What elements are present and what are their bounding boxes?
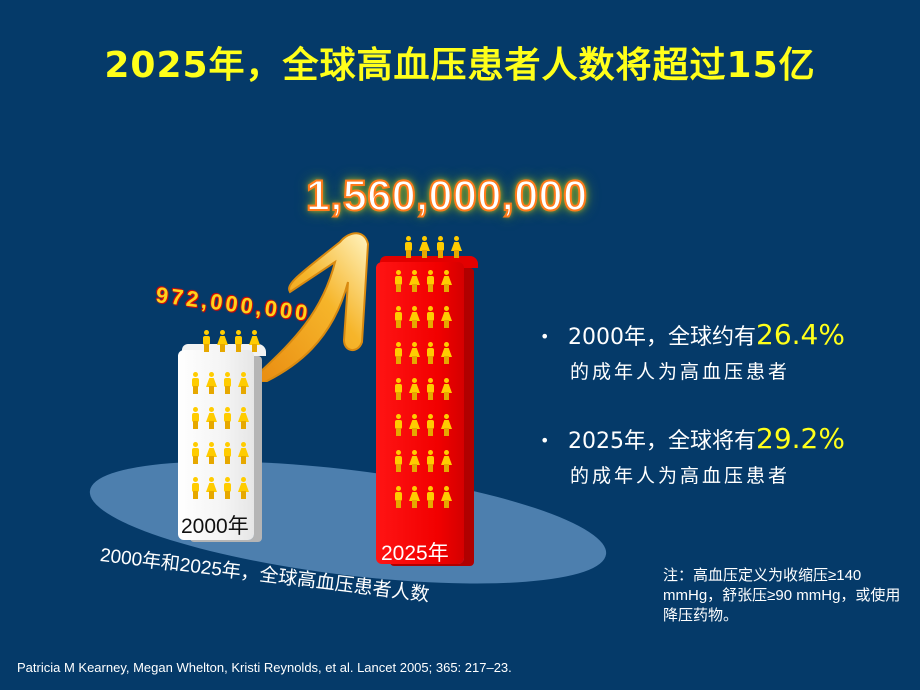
bullet-list: • 2000年，全球约有26.4% 的成年人为高血压患者 • 2025年，全球将… [540, 318, 845, 526]
person-icon [205, 372, 217, 394]
person-icon [440, 306, 452, 328]
person-icon [392, 270, 404, 292]
person-icon [408, 486, 420, 508]
person-icon [440, 270, 452, 292]
person-icon [424, 486, 436, 508]
person-icon [221, 372, 233, 394]
person-icon [392, 450, 404, 472]
slide-title: 2025年，全球高血压患者人数将超过15亿 [104, 45, 816, 86]
person-icon [392, 342, 404, 364]
bullet-suffix: 的成年人为高血压患者 [570, 361, 791, 383]
people-grid-2000 [189, 372, 251, 499]
growth-arrow-icon [248, 232, 370, 382]
person-icon [221, 477, 233, 499]
value-label-2025: 1,560,000,000 [305, 171, 588, 221]
person-icon [402, 236, 414, 258]
bullet-item-2000: • 2000年，全球约有26.4% 的成年人为高血压患者 [540, 318, 845, 384]
people-grid-2025 [392, 270, 454, 508]
person-icon [450, 236, 462, 258]
person-icon [232, 330, 244, 352]
person-icon [440, 450, 452, 472]
person-icon [440, 342, 452, 364]
bar-2025 [376, 262, 464, 564]
person-icon [189, 407, 201, 429]
bullet-item-2025: • 2025年，全球将有29.2% 的成年人为高血压患者 [540, 422, 845, 488]
person-icon [205, 477, 217, 499]
person-icon [408, 450, 420, 472]
people-row-top-2000 [200, 330, 262, 352]
person-icon [408, 306, 420, 328]
definition-note: 注：高血压定义为收缩压≥140 mmHg，舒张压≥90 mmHg，或使用降压药物… [663, 567, 901, 624]
person-icon [221, 442, 233, 464]
person-icon [424, 450, 436, 472]
bullet-dot-icon: • [540, 431, 550, 450]
person-icon [392, 306, 404, 328]
person-icon [237, 442, 249, 464]
person-icon [237, 407, 249, 429]
person-icon [440, 486, 452, 508]
person-icon [392, 378, 404, 400]
person-icon [418, 236, 430, 258]
person-icon [440, 414, 452, 436]
person-icon [408, 414, 420, 436]
bullet-prefix: 2000年，全球约有 [568, 325, 756, 350]
person-icon [424, 270, 436, 292]
bullet-percent: 29.2% [756, 422, 845, 455]
person-icon [205, 407, 217, 429]
person-icon [424, 414, 436, 436]
person-icon [424, 306, 436, 328]
person-icon [392, 486, 404, 508]
bullet-percent: 26.4% [756, 318, 845, 351]
person-icon [221, 407, 233, 429]
bullet-line-1: 2025年，全球将有29.2% [540, 422, 845, 455]
person-icon [392, 414, 404, 436]
bullet-dot-icon: • [540, 327, 550, 346]
person-icon [216, 330, 228, 352]
person-icon [189, 372, 201, 394]
citation: Patricia M Kearney, Megan Whelton, Krist… [17, 660, 512, 675]
person-icon [237, 477, 249, 499]
person-icon [189, 442, 201, 464]
bar-label-2025: 2025年 [381, 542, 449, 565]
person-icon [248, 330, 260, 352]
bullet-suffix: 的成年人为高血压患者 [570, 465, 791, 487]
person-icon [408, 342, 420, 364]
person-icon [434, 236, 446, 258]
bar-label-2000: 2000年 [181, 515, 249, 538]
person-icon [205, 442, 217, 464]
bullet-prefix: 2025年，全球将有 [568, 429, 756, 454]
person-icon [440, 378, 452, 400]
person-icon [408, 378, 420, 400]
person-icon [200, 330, 212, 352]
person-icon [237, 372, 249, 394]
person-icon [189, 477, 201, 499]
person-icon [424, 342, 436, 364]
people-row-top-2025 [402, 236, 464, 258]
person-icon [408, 270, 420, 292]
bullet-line-1: 2000年，全球约有26.4% [540, 318, 845, 351]
person-icon [424, 378, 436, 400]
